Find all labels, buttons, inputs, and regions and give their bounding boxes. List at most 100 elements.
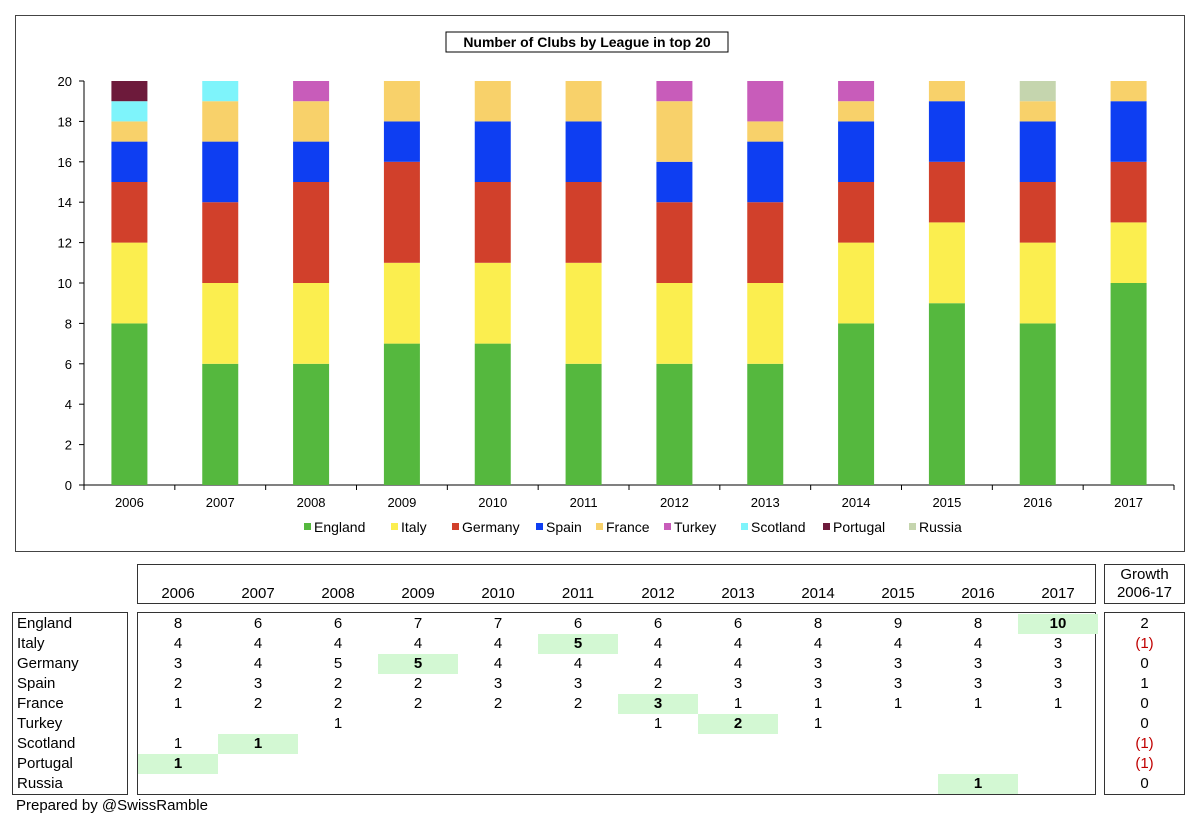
table-header-year: 2012 bbox=[641, 585, 675, 602]
bar-segment-england-2016 bbox=[1019, 323, 1056, 485]
bar-segment-spain-2008 bbox=[293, 141, 330, 182]
table-values-grid: 8 6 6 7 7 6 6 6 8 9 8 10 4 4 4 4 4 5 4 4 4 4 4 3 3 4 5 5 4 4 4 4 3 3 3 3 2 3 2… bbox=[137, 612, 1098, 795]
table-header-year: 2011 bbox=[561, 585, 595, 602]
x-tick-label: 2015 bbox=[932, 495, 961, 510]
bar-segment-italy-2013 bbox=[747, 283, 784, 364]
table-cell: 6 bbox=[573, 615, 583, 632]
table-cell: 3 bbox=[893, 655, 903, 672]
table-cell: 1 bbox=[813, 715, 823, 732]
table-cell: 1 bbox=[893, 695, 903, 712]
growth-header: Growth 2006-17 bbox=[1104, 564, 1185, 604]
table-cell: 4 bbox=[573, 655, 583, 672]
table-cell: 4 bbox=[493, 655, 503, 672]
y-tick-label: 16 bbox=[58, 155, 72, 170]
bar-segment-spain-2017 bbox=[1110, 101, 1147, 162]
bar-segment-spain-2007 bbox=[202, 141, 239, 203]
x-tick-label: 2009 bbox=[387, 495, 416, 510]
table-header-year: 2017 bbox=[1041, 585, 1075, 602]
legend-swatch-italy bbox=[391, 523, 398, 530]
table-growth-cell: (1) bbox=[1135, 735, 1154, 752]
table-growth-cell: 2 bbox=[1140, 615, 1149, 632]
table-cell: 3 bbox=[253, 675, 263, 692]
table-cell: 2 bbox=[573, 695, 583, 712]
bar-segment-england-2013 bbox=[747, 363, 784, 485]
bar-segment-scotland-2006 bbox=[111, 101, 148, 122]
table-cell: 3 bbox=[1053, 655, 1063, 672]
table-cell: 2 bbox=[333, 675, 343, 692]
table-cell: 3 bbox=[173, 655, 183, 672]
legend-label-russia: Russia bbox=[919, 519, 962, 535]
bar-segment-italy-2017 bbox=[1110, 222, 1147, 283]
bar-segment-england-2015 bbox=[928, 303, 965, 485]
legend-label-portugal: Portugal bbox=[833, 519, 885, 535]
bar-segment-germany-2012 bbox=[656, 202, 693, 283]
table-header-year: 2014 bbox=[801, 585, 835, 602]
y-tick-label: 2 bbox=[65, 438, 72, 453]
stacked-bar-chart: Number of Clubs by League in top 20 0 2 4 6 8… bbox=[58, 31, 1175, 535]
table-cell: 2 bbox=[493, 695, 503, 712]
bar-segment-italy-2006 bbox=[111, 242, 148, 324]
table-cell: 1 bbox=[938, 774, 1018, 794]
table-cell: 3 bbox=[1053, 675, 1063, 692]
bar-segment-germany-2011 bbox=[565, 182, 602, 263]
bar-segment-germany-2010 bbox=[474, 182, 511, 263]
bar-segment-france-2006 bbox=[111, 121, 148, 142]
bar-segment-spain-2009 bbox=[383, 121, 420, 162]
y-tick-label: 4 bbox=[65, 397, 72, 412]
bar-segment-england-2009 bbox=[383, 343, 420, 485]
table-row-name: Turkey bbox=[17, 715, 63, 732]
bar-segment-spain-2016 bbox=[1019, 121, 1056, 182]
table-header-year: 2013 bbox=[721, 585, 755, 602]
bar-segment-italy-2007 bbox=[202, 283, 239, 364]
bar-segment-spain-2013 bbox=[747, 141, 784, 203]
legend-label-england: England bbox=[314, 519, 365, 535]
table-cell: 5 bbox=[333, 655, 343, 672]
table-row-name: France bbox=[17, 695, 64, 712]
table-cell: 2 bbox=[413, 695, 423, 712]
table-cell: 2 bbox=[253, 695, 263, 712]
bar-segment-france-2007 bbox=[202, 101, 239, 142]
bar-segment-germany-2014 bbox=[838, 182, 875, 243]
table-cell: 5 bbox=[538, 634, 618, 654]
table-cell: 5 bbox=[378, 654, 458, 674]
table-header-year: 2008 bbox=[321, 585, 355, 602]
bar-segment-turkey-2008 bbox=[293, 81, 330, 102]
bar-segment-germany-2015 bbox=[928, 161, 965, 223]
table-cell: 1 bbox=[1053, 695, 1063, 712]
table-growth-cell: 1 bbox=[1140, 675, 1149, 692]
bar-segment-france-2012 bbox=[656, 101, 693, 162]
bar-segment-england-2011 bbox=[565, 363, 602, 485]
chart-title: Number of Clubs by League in top 20 bbox=[463, 34, 711, 50]
bar-segment-germany-2006 bbox=[111, 182, 148, 243]
table-row-name: England bbox=[17, 615, 73, 632]
table-cell: 3 bbox=[573, 675, 583, 692]
table-cell: 4 bbox=[813, 635, 823, 652]
table-cell: 4 bbox=[733, 655, 743, 672]
legend-label-turkey: Turkey bbox=[674, 519, 716, 535]
table-cell: 4 bbox=[733, 635, 743, 652]
table-cell: 3 bbox=[493, 675, 503, 692]
bar-segment-turkey-2012 bbox=[656, 81, 693, 102]
table-cell: 7 bbox=[413, 615, 423, 632]
table-cell: 4 bbox=[653, 655, 663, 672]
bar-segment-england-2006 bbox=[111, 323, 148, 485]
table-cell: 2 bbox=[698, 714, 778, 734]
chart-frame: Number of Clubs by League in top 20 0 2 4 6 8… bbox=[15, 15, 1185, 552]
bar-segment-france-2016 bbox=[1019, 101, 1056, 122]
x-tick-label: 2011 bbox=[570, 495, 598, 510]
table-cell: 1 bbox=[218, 734, 298, 754]
table-cell: 3 bbox=[1053, 635, 1063, 652]
table-cell: 1 bbox=[653, 715, 663, 732]
bar-segment-scotland-2007 bbox=[202, 81, 239, 102]
legend-swatch-portugal bbox=[823, 523, 830, 530]
bar-segment-russia-2016 bbox=[1019, 81, 1056, 102]
table-cell: 4 bbox=[253, 655, 263, 672]
bar-segment-france-2017 bbox=[1110, 81, 1147, 102]
x-tick-label: 2007 bbox=[206, 495, 235, 510]
legend-label-france: France bbox=[606, 519, 650, 535]
table-cell: 3 bbox=[813, 675, 823, 692]
table-row-name: Russia bbox=[17, 775, 63, 792]
table-growth-cell: 0 bbox=[1140, 715, 1149, 732]
table-cell: 3 bbox=[893, 675, 903, 692]
table-header-year: 2016 bbox=[961, 585, 995, 602]
